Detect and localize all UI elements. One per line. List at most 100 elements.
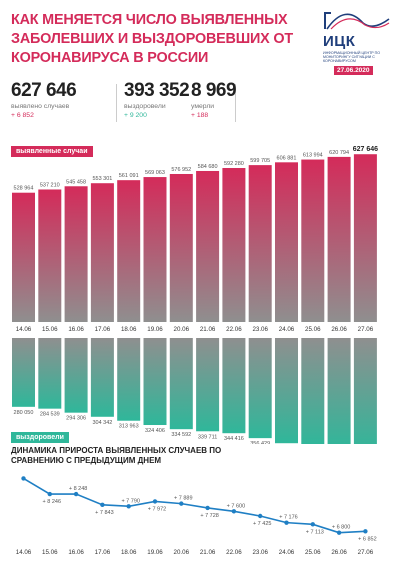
- date-tick-label: 25.06: [305, 549, 321, 556]
- cases-bar: [90, 183, 114, 322]
- date-tick-label: 15.06: [42, 326, 58, 333]
- recovered-value-label: 304 342: [92, 420, 112, 426]
- stat-recovered: 393 352 выздоровели + 9 200: [124, 80, 190, 120]
- stat-cases-increase: + 6 852: [11, 112, 34, 119]
- recovered-bar: [353, 338, 377, 444]
- growth-value-label: + 7 425: [253, 521, 272, 527]
- recovered-bar: [196, 338, 220, 432]
- recovered-value-label: 356 429: [250, 441, 270, 444]
- date-tick-label: 17.06: [95, 326, 111, 333]
- stat-deaths-block: 8 969 умерли + 188: [191, 80, 237, 120]
- growth-point: [205, 505, 210, 511]
- date-tick-label: 16.06: [68, 549, 84, 556]
- date-tick-label: 19.06: [147, 549, 163, 556]
- date-tick-label: 23.06: [252, 326, 268, 333]
- growth-point: [73, 491, 79, 497]
- stat-recovered-value: 393 352: [124, 80, 190, 101]
- stats-divider: [235, 84, 236, 122]
- date-tick-label: 20.06: [174, 326, 190, 333]
- growth-line: [23, 477, 366, 534]
- growth-point: [310, 522, 315, 527]
- recovered-value-label: 334 592: [171, 432, 191, 438]
- recovered-bar: [64, 338, 88, 413]
- date-tick-label: 17.06: [95, 549, 111, 556]
- growth-value-label: + 7 113: [306, 529, 324, 535]
- date-tick-label: 26.06: [331, 326, 347, 333]
- growth-point: [21, 476, 26, 481]
- logo-name: ИЦК: [323, 33, 356, 50]
- stat-deaths-label: умерли: [191, 103, 215, 110]
- cases-value-label: 576 952: [171, 167, 191, 173]
- date-tick-label: 21.06: [200, 326, 216, 333]
- cases-bar: [117, 180, 141, 322]
- growth-point: [100, 502, 105, 508]
- recovered-bar: [301, 338, 325, 444]
- growth-point: [231, 509, 237, 514]
- growth-value-label: + 8 246: [43, 499, 62, 505]
- cases-bar: [38, 189, 62, 322]
- cases-bar: [301, 159, 325, 322]
- growth-point: [258, 513, 263, 519]
- date-tick-label: 18.06: [121, 326, 137, 333]
- recovered-bar: [38, 338, 62, 409]
- stats-divider: [116, 84, 117, 122]
- date-tick-label: 21.06: [200, 549, 216, 556]
- stat-cases-label: выявлено случаев: [11, 103, 70, 110]
- logo-subtitle: ИНФОРМАЦИОННЫЙ ЦЕНТР ПО МОНИТОРИНГУ СИТУ…: [323, 51, 381, 64]
- growth-point: [152, 499, 158, 504]
- cases-value-label: 569 063: [145, 170, 165, 176]
- growth-value-label: + 8 248: [69, 486, 88, 492]
- growth-value-label: + 7 889: [174, 496, 193, 502]
- stat-recovered-label: выздоровели: [124, 103, 166, 110]
- growth-value-label: + 6 800: [332, 525, 351, 531]
- bar-charts: 528 964 14.06 537 210 15.06 545 458 16.06 553 …: [12, 146, 378, 444]
- cases-bar: [248, 165, 272, 322]
- date-badge: 27.06.2020: [334, 66, 373, 75]
- stat-deaths-increase: + 188: [191, 112, 209, 119]
- cases-value-label: 592 280: [224, 161, 244, 167]
- cases-value-label: 584 680: [198, 164, 218, 170]
- cases-value-label: 561 091: [119, 173, 139, 179]
- recovered-value-label: 344 416: [224, 436, 244, 442]
- date-tick-label: 24.06: [279, 549, 295, 556]
- recovered-value-label: 313 963: [119, 424, 139, 430]
- date-tick-label: 16.06: [68, 326, 84, 333]
- recovered-series-label: выздоровели: [11, 432, 69, 443]
- growth-value-label: + 7 790: [121, 498, 140, 504]
- growth-point: [363, 529, 368, 534]
- date-tick-label: 14.06: [16, 326, 32, 333]
- cases-value-label: 627 646: [353, 146, 378, 153]
- cases-series-label: выявленные случаи: [11, 146, 93, 157]
- cases-bar: [353, 154, 377, 322]
- date-tick-label: 25.06: [305, 326, 321, 333]
- growth-point: [47, 491, 52, 497]
- date-tick-label: 15.06: [42, 549, 58, 556]
- growth-value-label: + 6 852: [358, 536, 377, 542]
- date-tick-label: 22.06: [226, 549, 242, 556]
- date-tick-label: 23.06: [252, 549, 268, 556]
- growth-value-label: + 7 972: [148, 506, 167, 512]
- cases-value-label: 620 794: [329, 150, 349, 156]
- growth-point: [126, 504, 131, 509]
- date-tick-label: 19.06: [147, 326, 163, 333]
- date-tick-label: 14.06: [16, 549, 32, 556]
- growth-point: [284, 520, 289, 525]
- date-tick-label: 20.06: [174, 549, 190, 556]
- recovered-value-label: 280 050: [14, 410, 34, 416]
- cases-bar: [12, 192, 35, 322]
- cases-bar: [222, 168, 246, 322]
- cases-bar: [196, 170, 220, 322]
- date-tick-label: 18.06: [121, 549, 137, 556]
- cases-value-label: 537 210: [40, 182, 60, 188]
- cases-value-label: 599 705: [250, 158, 270, 164]
- recovered-bar: [169, 338, 193, 430]
- page-title: КАК МЕНЯЕТСЯ ЧИСЛО ВЫЯВЛЕННЫХ ЗАБОЛЕВШИХ…: [11, 12, 293, 66]
- recovered-value-label: 284 539: [40, 412, 60, 418]
- cases-bar: [64, 186, 88, 322]
- line-chart: 14.06 + 8 246 15.06 + 8 248 16.06 + 7 843 17.0…: [16, 476, 377, 556]
- cases-value-label: 528 964: [14, 186, 34, 192]
- stat-deaths-value: 8 969: [191, 80, 237, 101]
- recovered-bar: [143, 338, 167, 426]
- cases-value-label: 545 458: [66, 179, 86, 185]
- date-tick-label: 27.06: [358, 549, 374, 556]
